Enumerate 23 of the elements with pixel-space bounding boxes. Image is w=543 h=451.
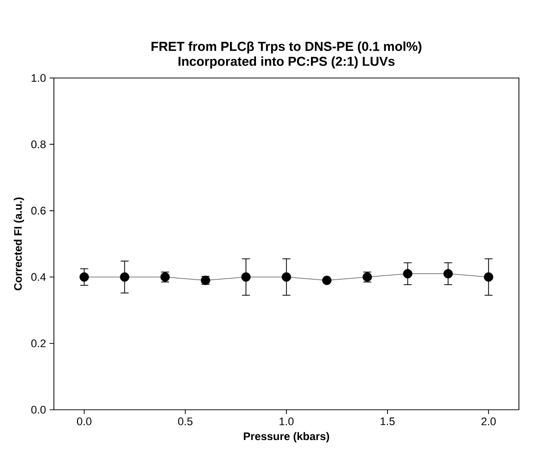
y-tick-label: 0.8: [31, 140, 46, 148]
point: [282, 272, 292, 282]
x-axis-title: Pressure (kbars): [244, 432, 330, 442]
point: [120, 272, 130, 282]
y-axis-title: Corrected FI (a.u.): [14, 198, 24, 290]
chart-title: FRET from PLCβ Trps to DNS-PE (0.1 mol%): [152, 42, 422, 54]
y-tick-label: 1.0: [32, 74, 46, 82]
point: [403, 269, 412, 278]
y-tick-label: 0.2: [31, 340, 46, 348]
y-tick-label: 0.4: [31, 273, 46, 281]
y-tick-label: 0.6: [31, 206, 46, 215]
y-tick-label: 0.0: [31, 406, 46, 414]
point: [484, 272, 494, 282]
point: [241, 272, 251, 282]
point: [443, 269, 453, 278]
point: [80, 272, 89, 282]
x-tick-label: 1.5: [380, 418, 395, 426]
chart-subtitle: Incorporated into PC:PS (2:1) LUVs: [178, 56, 395, 69]
x-tick-label: 0.5: [178, 418, 192, 426]
x-tick-label: 0.0: [77, 418, 92, 426]
point: [322, 276, 332, 286]
x-tick-label: 2.0: [482, 418, 496, 426]
x-tick-label: 1.0: [280, 418, 294, 426]
